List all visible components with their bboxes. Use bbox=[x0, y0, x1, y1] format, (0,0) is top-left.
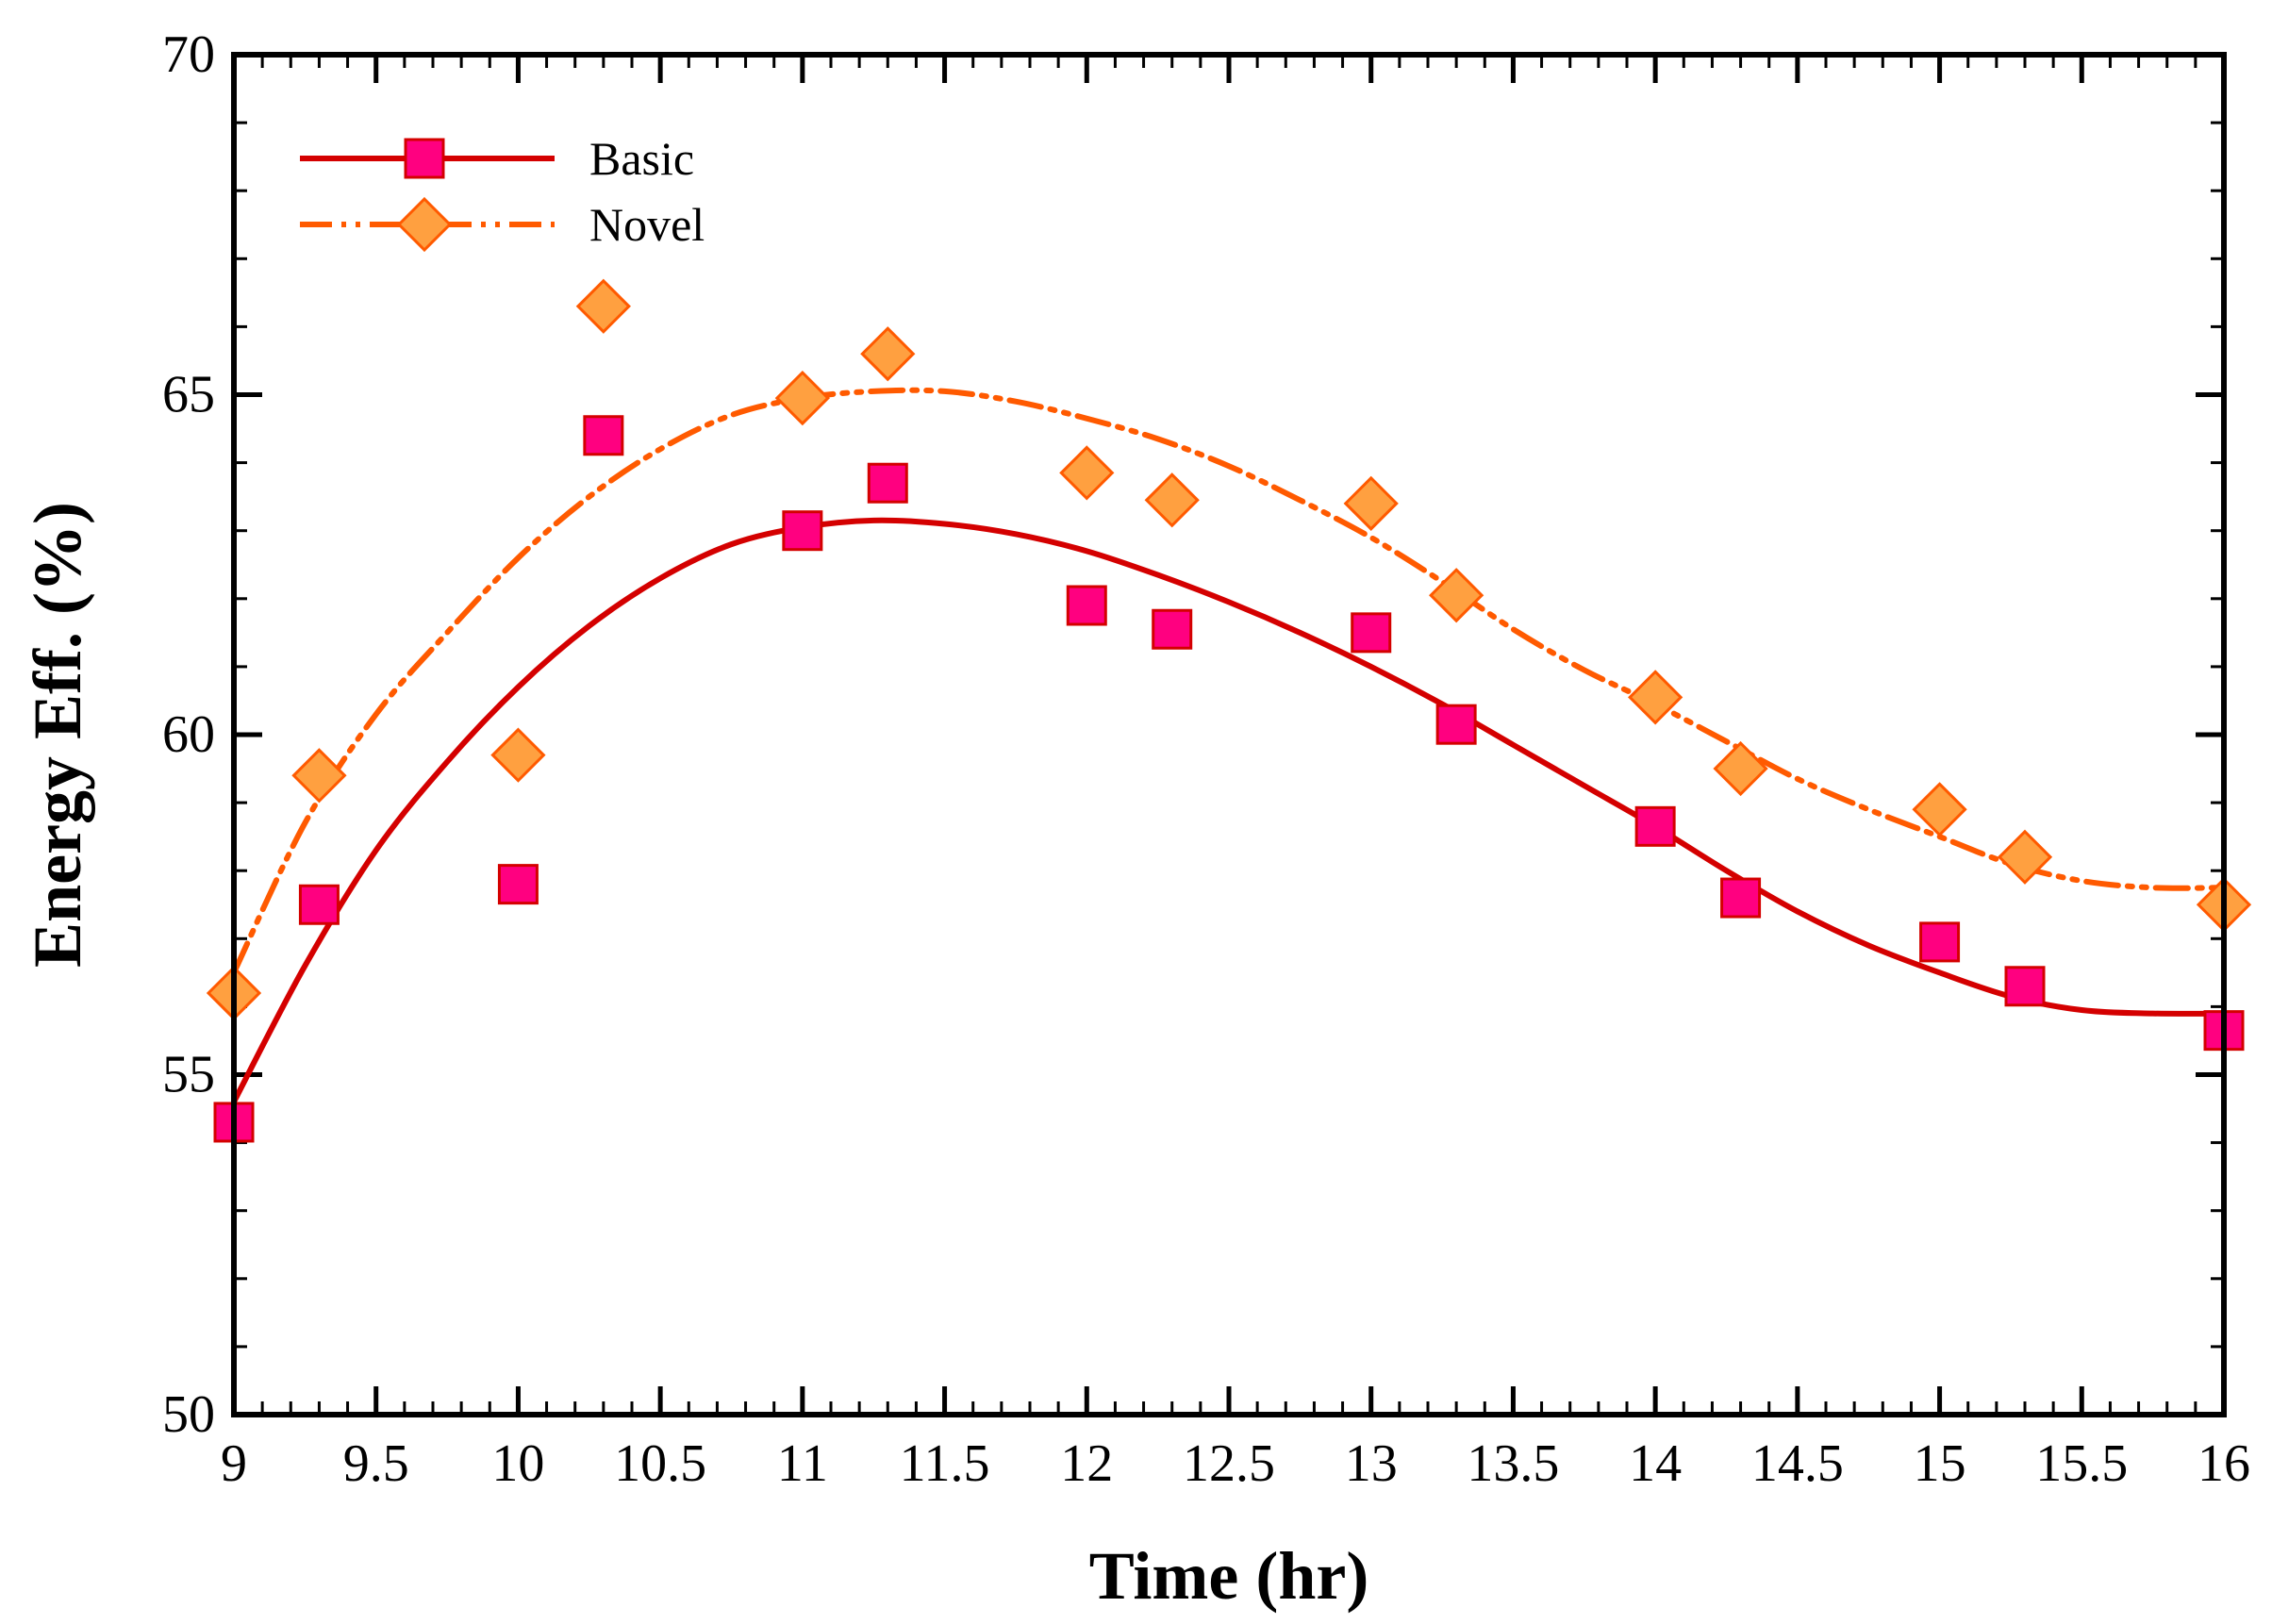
x-tick-label: 11 bbox=[777, 1434, 828, 1493]
novel-data-point bbox=[860, 326, 916, 382]
x-tick-label: 9.5 bbox=[343, 1434, 409, 1493]
novel-data-point bbox=[1997, 829, 2053, 885]
novel-data-point bbox=[490, 727, 546, 783]
y-axis-title: Energy Eff. (%) bbox=[20, 502, 95, 968]
novel-data-point bbox=[774, 370, 830, 426]
novel-data-point bbox=[1429, 568, 1484, 623]
minor-ticks bbox=[232, 53, 2226, 1417]
x-tick-label: 16 bbox=[2197, 1434, 2250, 1493]
basic-data-point bbox=[1435, 704, 1477, 745]
basic-data-point bbox=[1066, 585, 1107, 626]
x-tick-label: 10 bbox=[491, 1434, 544, 1493]
y-tick-label: 70 bbox=[162, 25, 215, 84]
novel-data-point bbox=[1059, 445, 1115, 501]
basic-data-point bbox=[782, 510, 823, 552]
x-tick-label: 14.5 bbox=[1751, 1434, 1844, 1493]
basic-data-point bbox=[298, 884, 340, 925]
novel-data-point bbox=[1912, 782, 1967, 837]
series-layer bbox=[206, 278, 2252, 1143]
y-tick-label: 50 bbox=[162, 1385, 215, 1444]
x-tick-label: 15 bbox=[1914, 1434, 1966, 1493]
x-tick-label: 13.5 bbox=[1467, 1434, 1559, 1493]
legend: Basic Novel bbox=[300, 132, 705, 253]
novel-data-point bbox=[1343, 475, 1399, 531]
x-tick-label: 10.5 bbox=[614, 1434, 706, 1493]
basic-data-point bbox=[867, 462, 908, 504]
y-tick-label: 55 bbox=[162, 1046, 215, 1104]
basic-data-point bbox=[1351, 612, 1392, 654]
x-tick-labels: 9 9.5 10 10.5 11 11.5 12 12.5 13 13.5 14 14.5 15 15.5… bbox=[221, 1434, 2250, 1493]
x-tick-label: 14 bbox=[1629, 1434, 1682, 1493]
basic-data-point bbox=[497, 864, 539, 905]
legend-label-novel: Novel bbox=[589, 198, 705, 251]
basic-data-point bbox=[1634, 805, 1676, 847]
x-tick-label: 12 bbox=[1060, 1434, 1113, 1493]
basic-data-point bbox=[1152, 608, 1193, 650]
novel-data-point bbox=[575, 278, 631, 334]
novel-data-point bbox=[1144, 472, 1200, 528]
x-tick-label: 11.5 bbox=[900, 1434, 990, 1493]
novel-fit-line bbox=[231, 387, 2227, 976]
x-axis-title: Time (hr) bbox=[1089, 1538, 1369, 1614]
plot-frame bbox=[231, 52, 2227, 1417]
major-ticks bbox=[231, 52, 2227, 1417]
x-tick-label: 15.5 bbox=[2035, 1434, 2128, 1493]
novel-data-point bbox=[1628, 670, 1683, 725]
legend-label-basic: Basic bbox=[589, 132, 694, 185]
y-tick-label: 60 bbox=[162, 705, 215, 764]
series-novel bbox=[206, 278, 2252, 1021]
basic-data-point bbox=[583, 415, 624, 456]
basic-fit-line bbox=[231, 517, 2227, 1105]
x-tick-label: 13 bbox=[1345, 1434, 1398, 1493]
novel-data-point bbox=[291, 748, 347, 804]
y-tick-label: 65 bbox=[162, 366, 215, 424]
y-tick-labels: 50 55 60 65 70 bbox=[162, 25, 215, 1444]
legend-marker-basic bbox=[404, 138, 445, 179]
basic-data-point bbox=[1919, 921, 1961, 963]
basic-data-point bbox=[2004, 966, 2046, 1007]
x-tick-label: 12.5 bbox=[1183, 1434, 1275, 1493]
novel-data-point bbox=[1713, 740, 1768, 797]
basic-data-point bbox=[1720, 877, 1762, 919]
x-tick-label: 9 bbox=[221, 1434, 247, 1493]
legend-marker-novel bbox=[396, 196, 453, 253]
